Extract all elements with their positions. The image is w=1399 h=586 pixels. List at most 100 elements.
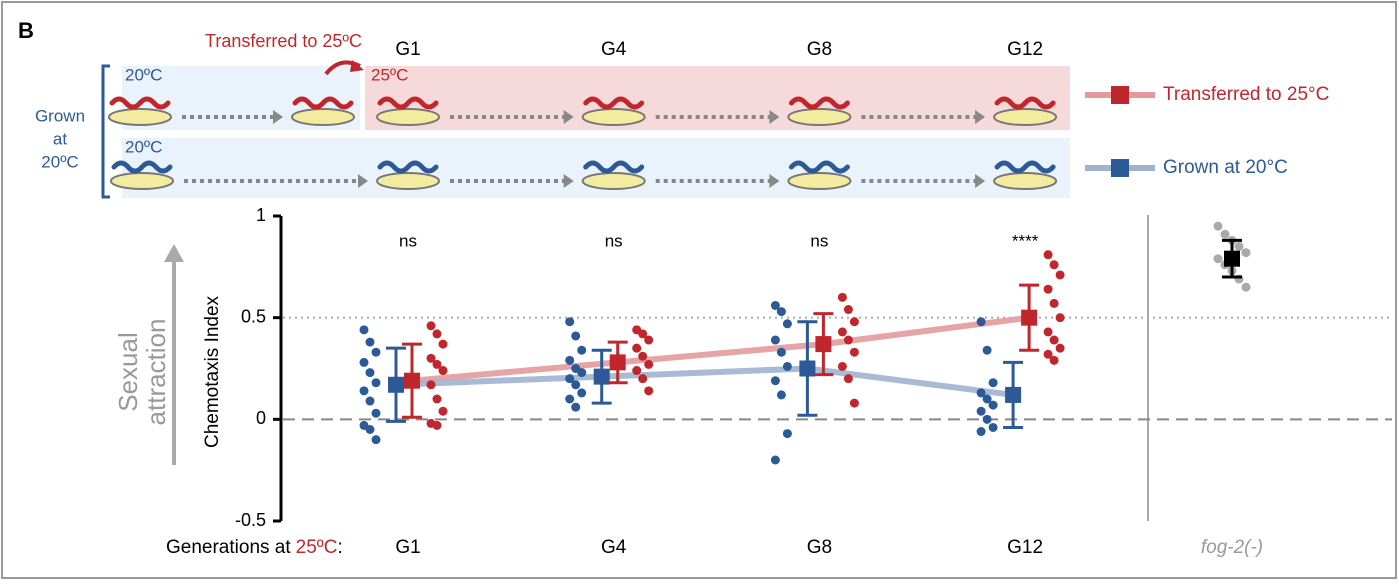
x-tick-label: G8 [807,537,832,558]
control-point [1242,248,1251,257]
data-point [983,346,992,355]
data-point [366,425,375,434]
data-point [372,348,381,357]
plate [994,173,1056,189]
mean-marker [799,361,815,377]
significance: **** [1012,231,1039,250]
side-annotation: attraction [141,319,171,426]
data-point [844,305,853,314]
x-tick-label: G4 [601,537,627,558]
mean-marker [815,336,831,352]
data-point [644,336,653,345]
data-point [632,344,641,353]
data-point [977,407,986,416]
data-point [571,403,580,412]
data-point [433,329,442,338]
side-label: at [53,129,67,148]
data-point [1050,299,1059,308]
data-point [777,390,786,399]
data-point [771,456,780,465]
data-point [366,368,375,377]
data-point [571,331,580,340]
y-tick-label: -0.5 [235,510,266,530]
data-point [565,395,574,404]
data-point [372,435,381,444]
data-point [783,362,792,371]
data-point [577,368,586,377]
data-point [372,409,381,418]
data-point [638,374,647,383]
data-point [360,325,369,334]
data-point [1056,344,1065,353]
significance: ns [605,231,623,250]
legend-label: Grown at 20°C [1163,157,1288,178]
data-point [783,319,792,328]
y-label: Chemotaxis Index [202,295,223,448]
red-temp: 25ºC [371,65,408,84]
generation-label: G4 [601,39,627,60]
data-point [977,317,986,326]
data-point [644,386,653,395]
plate [994,109,1056,125]
data-point [360,386,369,395]
plate [377,109,439,125]
panel-label: B [18,18,34,43]
control-label: fog-2(-) [1201,537,1263,558]
row2-temp: 20ºC [125,137,162,156]
data-point [439,366,448,375]
data-point [989,423,998,432]
plate [583,173,645,189]
plate [292,109,354,125]
significance: ns [810,231,828,250]
control-point [1214,254,1223,263]
data-point [577,346,586,355]
data-point [1044,327,1053,336]
plate [111,173,173,189]
data-point [1050,336,1059,345]
side-annotation: Sexual [113,332,143,412]
mean-marker [1005,387,1021,403]
data-point [1044,285,1053,294]
data-point [372,378,381,387]
row1-temp: 20ºC [125,65,162,84]
control-point [1235,242,1244,251]
mean-marker [388,377,404,393]
data-point [989,378,998,387]
data-point [1056,270,1065,279]
data-point [983,415,992,424]
legend-marker [1111,159,1129,177]
data-point [644,360,653,369]
generation-label: G1 [395,39,420,60]
data-point [771,336,780,345]
data-point [777,348,786,357]
transfer-label: Transferred to 25ºC [205,31,362,51]
data-point [1050,260,1059,269]
data-point [1056,313,1065,322]
y-tick-label: 0.5 [241,306,266,326]
x-tick-label: G1 [395,537,420,558]
data-point [366,338,375,347]
x-label-temp: 25ºC [296,537,338,558]
data-point [777,307,786,316]
y-tick-label: 1 [256,205,266,225]
data-point [783,429,792,438]
data-point [632,366,641,375]
data-point [571,380,580,389]
data-point [844,336,853,345]
side-label: 20ºC [41,152,78,171]
data-point [565,356,574,365]
x-label-part: Generations at [166,537,291,558]
generation-label: G8 [807,39,832,60]
data-point [838,327,847,336]
data-point [360,358,369,367]
data-point [850,317,859,326]
data-point [850,399,859,408]
plate [377,173,439,189]
mean-marker [1021,310,1037,326]
control-point [1242,283,1251,292]
data-point [366,397,375,406]
data-point [850,348,859,357]
x-tick-label: G12 [1007,537,1043,558]
control-point [1214,222,1223,231]
data-point [565,317,574,326]
